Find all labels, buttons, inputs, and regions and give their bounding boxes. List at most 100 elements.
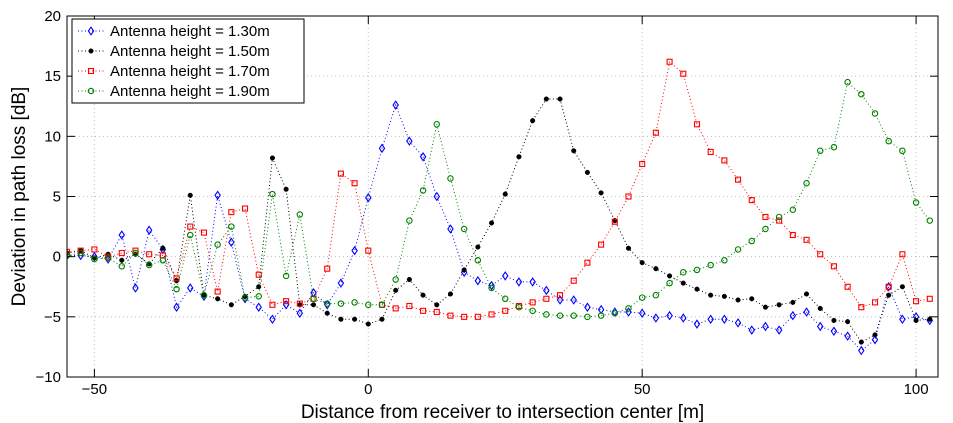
data-point bbox=[379, 316, 385, 322]
data-point bbox=[789, 310, 797, 321]
data-point bbox=[858, 345, 865, 356]
y-tick-label: 0 bbox=[53, 249, 61, 266]
data-point bbox=[570, 312, 577, 319]
data-point bbox=[845, 319, 851, 325]
data-point bbox=[871, 299, 879, 306]
data-point bbox=[228, 209, 235, 216]
data-point bbox=[872, 332, 878, 338]
data-point bbox=[912, 199, 920, 206]
data-point bbox=[145, 261, 153, 269]
data-point bbox=[803, 180, 810, 187]
data-point bbox=[858, 90, 865, 98]
data-series bbox=[67, 58, 934, 356]
data-point bbox=[118, 230, 126, 240]
data-point bbox=[406, 302, 413, 310]
data-point bbox=[296, 211, 304, 218]
data-point bbox=[474, 275, 482, 286]
legend-item: Antenna height = 1.90m bbox=[78, 83, 270, 100]
data-point bbox=[707, 314, 714, 325]
data-point bbox=[228, 223, 235, 230]
data-point bbox=[310, 295, 317, 303]
x-tick-label: −50 bbox=[82, 381, 107, 398]
data-point bbox=[667, 273, 673, 279]
legend-item: Antenna height = 1.30m bbox=[78, 23, 270, 40]
data-point bbox=[570, 277, 577, 284]
data-point bbox=[118, 263, 126, 270]
data-point bbox=[885, 281, 892, 292]
data-point bbox=[816, 147, 824, 155]
data-point bbox=[611, 309, 619, 317]
data-point bbox=[420, 307, 427, 314]
data-point bbox=[775, 325, 783, 335]
data-point bbox=[159, 257, 167, 264]
data-point bbox=[324, 310, 330, 316]
data-point bbox=[406, 136, 413, 146]
data-point bbox=[173, 302, 180, 312]
series-line bbox=[67, 60, 930, 318]
data-point bbox=[118, 250, 125, 257]
data-point bbox=[680, 313, 687, 323]
data-point bbox=[433, 121, 441, 128]
data-point bbox=[77, 250, 84, 261]
data-point bbox=[830, 143, 838, 151]
data-point bbox=[337, 300, 345, 307]
data-point bbox=[831, 317, 837, 323]
data-point bbox=[652, 313, 660, 323]
data-point bbox=[625, 245, 632, 251]
y-tick-label: 15 bbox=[44, 68, 61, 85]
data-point bbox=[735, 297, 741, 303]
data-point bbox=[160, 245, 166, 251]
data-point bbox=[447, 291, 454, 297]
data-point bbox=[556, 292, 564, 299]
data-point bbox=[570, 295, 577, 305]
data-point bbox=[680, 280, 686, 286]
data-point bbox=[104, 254, 112, 264]
data-point bbox=[91, 255, 98, 263]
data-point bbox=[803, 236, 810, 243]
series-4 bbox=[67, 78, 934, 321]
data-point bbox=[502, 307, 509, 314]
data-point bbox=[67, 248, 71, 255]
data-point bbox=[899, 314, 906, 325]
data-point bbox=[789, 206, 797, 213]
series-1 bbox=[67, 100, 934, 356]
data-point bbox=[597, 312, 605, 319]
data-point bbox=[475, 244, 481, 250]
series-line bbox=[67, 98, 930, 343]
data-point bbox=[255, 293, 262, 300]
legend-label: Antenna height = 1.90m bbox=[110, 83, 270, 100]
legend-item: Antenna height = 1.50m bbox=[78, 43, 270, 60]
data-point bbox=[501, 295, 509, 303]
data-point bbox=[351, 245, 358, 256]
data-point bbox=[488, 220, 495, 226]
data-point bbox=[91, 251, 98, 262]
data-point bbox=[351, 299, 358, 306]
data-point bbox=[693, 266, 701, 274]
data-point bbox=[187, 231, 194, 239]
data-point bbox=[104, 254, 112, 262]
data-point bbox=[680, 269, 687, 276]
legend-label: Antenna height = 1.70m bbox=[110, 63, 270, 80]
data-point bbox=[474, 257, 482, 264]
data-point bbox=[543, 285, 550, 296]
data-point bbox=[749, 296, 755, 302]
data-point bbox=[529, 277, 536, 287]
data-point bbox=[830, 263, 837, 270]
series-3 bbox=[67, 58, 933, 320]
data-point bbox=[926, 295, 933, 302]
data-point bbox=[214, 288, 221, 295]
data-point bbox=[296, 300, 303, 307]
data-point bbox=[91, 246, 98, 253]
series-line bbox=[67, 103, 930, 352]
y-tick-label: −10 bbox=[36, 369, 61, 386]
x-tick-label: 0 bbox=[364, 381, 372, 398]
data-point bbox=[283, 186, 289, 192]
data-point bbox=[584, 313, 591, 321]
data-point bbox=[323, 300, 331, 307]
data-point bbox=[323, 300, 331, 310]
data-point bbox=[406, 217, 413, 224]
legend-marker bbox=[87, 87, 95, 95]
data-point bbox=[461, 267, 467, 273]
data-point bbox=[392, 100, 399, 110]
